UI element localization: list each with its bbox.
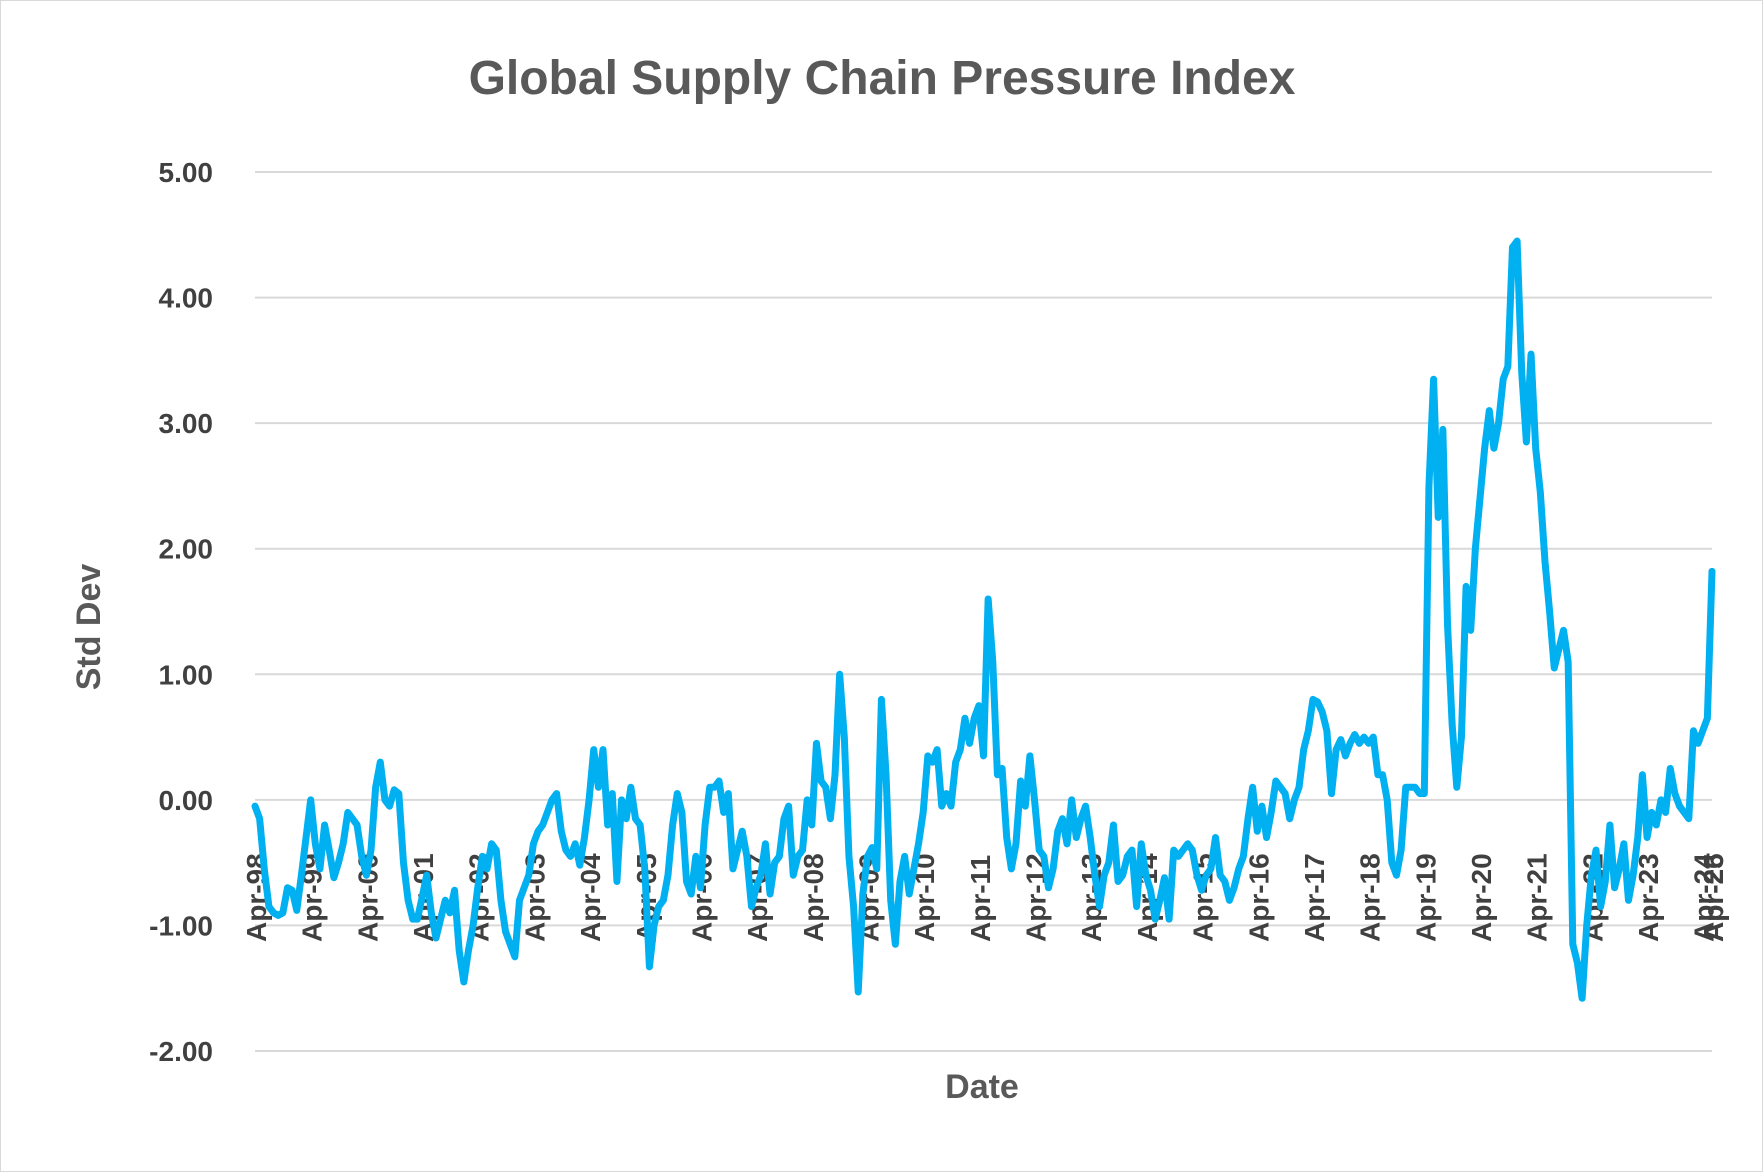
y-tick-label: 3.00 (159, 408, 214, 439)
x-tick-label: Apr-16 (1243, 853, 1274, 942)
y-tick-label: -1.00 (149, 910, 213, 941)
y-tick-label: 2.00 (159, 534, 214, 565)
x-axis-title: Date (945, 1068, 1019, 1106)
x-tick-label: Apr-08 (798, 853, 829, 942)
x-tick-label: Apr-11 (965, 855, 996, 942)
y-tick-label: 1.00 (159, 659, 214, 690)
x-tick-label: Apr-20 (1466, 853, 1497, 942)
x-tick-label: Apr-26 (1698, 853, 1729, 942)
x-tick-label: Apr-24 (1689, 853, 1720, 942)
series-line-gscpi (251, 237, 1716, 1002)
x-axis-ticks: Apr-98 Apr-99 Apr-00 Apr-01 Apr-02 Apr-03 Apr-… (241, 853, 1729, 942)
x-tick-label: Apr-18 (1355, 853, 1386, 942)
y-tick-label: 0.00 (159, 785, 214, 816)
x-tick-label: Apr-19 (1410, 853, 1441, 942)
y-tick-label: 5.00 (159, 157, 214, 188)
y-axis-ticks: 5.00 4.00 3.00 2.00 1.00 0.00 -1.00 -2.00 (149, 157, 213, 1067)
x-tick-label: Apr-03 (519, 853, 550, 942)
y-tick-label: -2.00 (149, 1036, 213, 1067)
x-tick-label: Apr-17 (1299, 853, 1330, 942)
y-axis-title: Std Dev (70, 564, 108, 691)
y-tick-label: 4.00 (159, 283, 214, 314)
chart-title: Global Supply Chain Pressure Index (469, 52, 1296, 105)
x-tick-label: Apr-25 (1698, 853, 1729, 942)
x-tick-label: Apr-21 (1522, 853, 1553, 942)
x-tick-label: Apr-23 (1633, 853, 1664, 942)
